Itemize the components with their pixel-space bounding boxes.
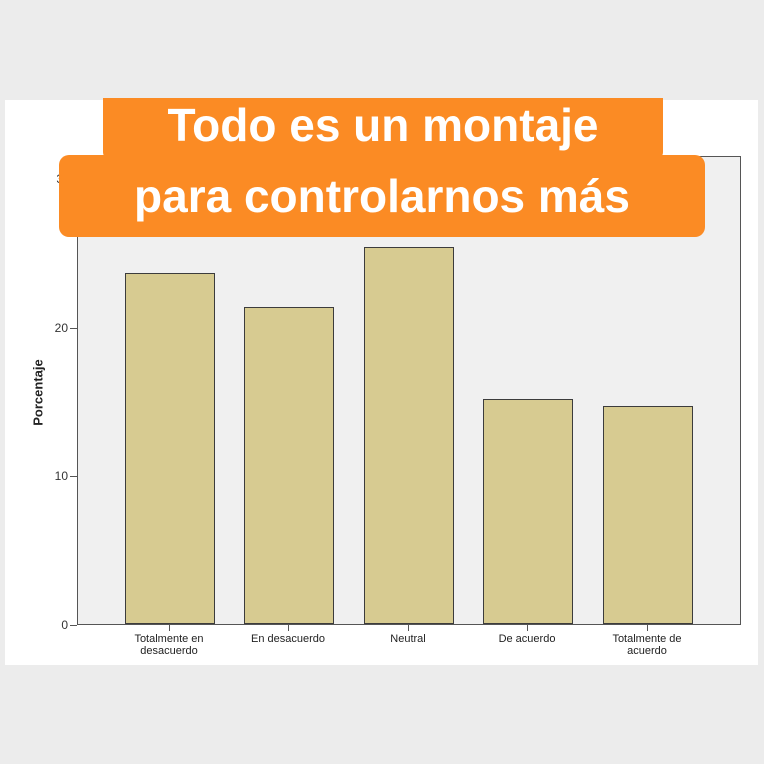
xlabel-line: Totalmente en bbox=[134, 633, 204, 645]
xlabel-line: Neutral bbox=[390, 633, 426, 645]
xlabel-line: desacuerdo bbox=[140, 645, 198, 657]
caption-line-1: Todo es un montaje bbox=[103, 98, 663, 160]
xlabel-neutral: Neutral bbox=[348, 633, 468, 645]
xlabel-totalmente-de-acuerdo: Totalmente de acuerdo bbox=[587, 633, 707, 657]
bar-de-acuerdo bbox=[483, 399, 573, 624]
xlabel-de-acuerdo: De acuerdo bbox=[467, 633, 587, 645]
xlabel-en-desacuerdo: En desacuerdo bbox=[228, 633, 348, 645]
ytick-label-10: 10 bbox=[54, 469, 68, 483]
ytick-label-20: 20 bbox=[54, 321, 68, 335]
bar-neutral bbox=[364, 247, 454, 624]
y-axis-title: Porcentaje bbox=[30, 359, 46, 426]
xtick-5 bbox=[647, 625, 648, 631]
xlabel-line: De acuerdo bbox=[498, 633, 556, 645]
bar-totalmente-de-acuerdo bbox=[603, 406, 693, 624]
xtick-3 bbox=[408, 625, 409, 631]
xtick-4 bbox=[527, 625, 528, 631]
xlabel-line: En desacuerdo bbox=[251, 633, 325, 645]
ytick-20 bbox=[70, 328, 77, 329]
bar-totalmente-en-desacuerdo bbox=[125, 273, 215, 624]
bar-en-desacuerdo bbox=[244, 307, 334, 624]
xlabel-totalmente-en-desacuerdo: Totalmente en desacuerdo bbox=[109, 633, 229, 657]
xtick-1 bbox=[169, 625, 170, 631]
ytick-label-0: 0 bbox=[61, 618, 68, 632]
ytick-10 bbox=[70, 476, 77, 477]
ytick-0 bbox=[70, 625, 77, 626]
xtick-2 bbox=[288, 625, 289, 631]
caption-line-2: para controlarnos más bbox=[59, 155, 705, 237]
xlabel-line: Totalmente de bbox=[612, 633, 682, 645]
xlabel-line: acuerdo bbox=[627, 645, 667, 657]
